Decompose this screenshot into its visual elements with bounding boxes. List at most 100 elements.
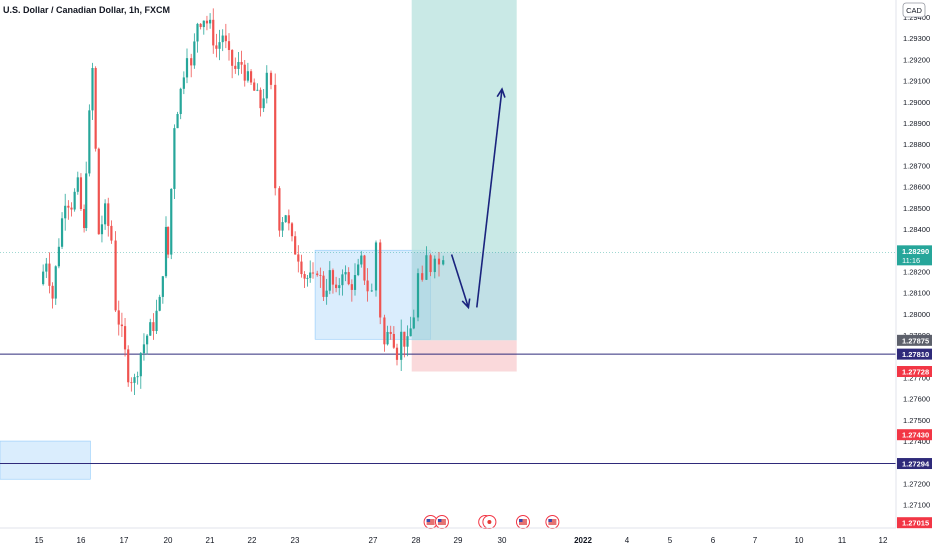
candle-body <box>205 20 209 24</box>
flag-leaf <box>487 520 492 524</box>
candle-body <box>366 280 369 292</box>
candle-body <box>425 255 428 280</box>
candle-body <box>297 254 300 262</box>
candle-body <box>335 284 338 289</box>
y-tick-label: 1.28200 <box>903 267 930 276</box>
us-flag-icon[interactable] <box>516 515 530 529</box>
candle-body <box>97 148 100 235</box>
x-tick-label: 6 <box>711 536 716 545</box>
candle-body <box>120 324 123 327</box>
candle-body <box>290 223 294 237</box>
x-tick-label: 10 <box>795 536 804 545</box>
price-label: 1.27015 <box>897 517 932 529</box>
currency-badge: CAD <box>902 2 926 18</box>
candle-body <box>231 50 234 66</box>
candle-body <box>104 203 107 225</box>
price-label-text: 1.27430 <box>902 431 929 440</box>
candle-body <box>155 310 158 332</box>
price-label-text: 1.27810 <box>902 350 929 359</box>
candle-body <box>281 222 284 231</box>
candle-body <box>392 333 395 348</box>
y-tick-label: 1.27600 <box>903 395 930 404</box>
y-tick-label: 1.27500 <box>903 416 930 425</box>
price-label-countdown: 11:16 <box>902 256 920 265</box>
candle-body <box>350 284 353 290</box>
candle-body <box>421 273 424 280</box>
flag-stripes <box>548 519 557 525</box>
candle-body <box>209 19 212 24</box>
candle-body <box>60 218 64 247</box>
candle-body <box>442 260 445 265</box>
candle-body <box>190 58 193 66</box>
candle-body <box>227 41 231 51</box>
candle-body <box>139 353 142 377</box>
candle-body <box>234 65 237 69</box>
candle-body <box>212 19 215 46</box>
candle-body <box>374 242 378 291</box>
price-label: 1.27810 <box>897 348 932 360</box>
price-label-text: 1.28290 <box>902 247 929 256</box>
candle-body <box>246 71 249 81</box>
candle-body <box>341 274 344 286</box>
candle-body <box>284 215 287 223</box>
x-tick-label: 22 <box>248 536 257 545</box>
us-flag-icon[interactable] <box>434 515 449 529</box>
candle-body <box>136 376 139 378</box>
arrows-layer <box>450 87 506 310</box>
candle-body <box>262 98 265 109</box>
candle-body <box>379 242 382 318</box>
x-tick-label: 12 <box>879 536 888 545</box>
y-tick-label: 1.28500 <box>903 204 930 213</box>
candle-body <box>265 72 268 99</box>
candle-body <box>88 110 91 174</box>
candle-body <box>357 264 360 276</box>
x-tick-label: 15 <box>35 536 44 545</box>
y-tick-label: 1.27400 <box>903 437 930 446</box>
candle-body <box>114 240 117 311</box>
price-label-text: 1.27728 <box>902 368 929 377</box>
candle-body <box>179 88 182 115</box>
flag-canton <box>519 519 523 522</box>
candle-body <box>94 68 97 149</box>
price-label-bg <box>897 334 932 346</box>
candle-body <box>303 274 306 279</box>
price-label-bg <box>897 348 932 360</box>
y-tick-label: 1.27700 <box>903 373 930 382</box>
candle-body <box>249 71 253 83</box>
candle-body <box>311 272 315 274</box>
lines-layer <box>0 252 896 465</box>
price-label-bg <box>897 517 932 529</box>
candle-body <box>363 255 366 281</box>
us-flag-icon[interactable] <box>545 515 560 529</box>
candle-body <box>149 322 152 336</box>
candle-body <box>316 273 319 276</box>
candle-body <box>395 347 399 360</box>
x-axis[interactable]: 15 16 17 20 21 22 23 27 28 29 30 2022 4 5 6 7 10 11 12 <box>35 536 888 545</box>
candle-body <box>164 226 168 277</box>
candle-body <box>142 344 146 354</box>
y-tick-label: 1.28800 <box>903 140 930 149</box>
candle-body <box>215 45 218 49</box>
y-tick-label: 1.28600 <box>903 183 930 192</box>
flag-canton <box>437 519 442 522</box>
candle-body <box>322 275 325 297</box>
candle-body <box>152 322 155 332</box>
x-tick-label: 11 <box>838 536 847 545</box>
price-label: 1.27430 <box>897 429 932 441</box>
x-tick-label: 16 <box>77 536 86 545</box>
x-tick-label: 23 <box>291 536 300 545</box>
x-tick-label: 4 <box>625 536 630 545</box>
candle-body <box>48 263 51 286</box>
candle-body <box>347 272 350 285</box>
candle-body <box>170 188 173 255</box>
ca-flag-icon[interactable] <box>482 515 497 529</box>
price-label-bg <box>897 366 932 378</box>
y-tick-label: 1.29400 <box>903 13 930 22</box>
chart-title: U.S. Dollar / Canadian Dollar, 1h, FXCM <box>3 5 170 15</box>
y-tick-label: 1.28900 <box>903 119 930 128</box>
candle-body <box>353 275 357 290</box>
candle-body <box>403 331 406 347</box>
candle-body <box>294 236 297 255</box>
